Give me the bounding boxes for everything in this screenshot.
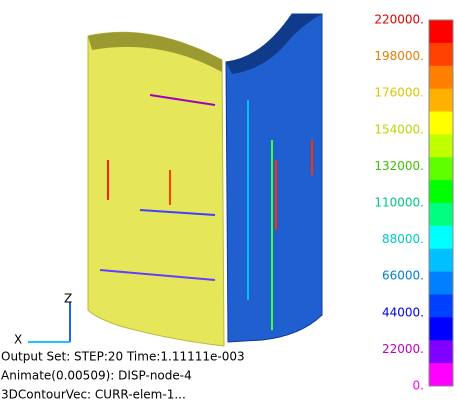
info-text: Output Set: STEP:20 Time:1.11111e-003 Ani…	[1, 350, 245, 402]
legend-label: 22000.	[382, 342, 424, 356]
left-shell-edge	[88, 32, 222, 72]
legend-band	[429, 340, 453, 364]
legend-band	[429, 42, 453, 67]
x-label: X	[14, 333, 22, 347]
legend-band	[429, 134, 453, 158]
legend-band	[429, 363, 453, 387]
right-shell	[225, 13, 323, 343]
info-line: 3DContourVec: CURR-elem-1...	[1, 388, 186, 402]
legend-band	[429, 111, 453, 135]
legend-frame	[428, 19, 454, 387]
info-line: Output Set: STEP:20 Time:1.11111e-003	[1, 350, 245, 364]
legend-band	[429, 20, 453, 44]
legend-label: 110000.	[374, 196, 424, 210]
legend-label: 132000.	[374, 159, 424, 173]
legend-band	[429, 88, 453, 112]
legend-band	[429, 65, 453, 90]
legend-band	[429, 225, 453, 250]
right-shell-edge	[226, 14, 322, 74]
legend-label: 66000.	[382, 269, 424, 283]
legend-band	[429, 294, 453, 318]
legend-label: 176000.	[374, 86, 424, 100]
triad: Z X	[14, 292, 72, 347]
legend-label: 88000.	[382, 232, 424, 246]
model	[87, 13, 323, 347]
info-line: Animate(0.00509): DISP-node-4	[1, 369, 192, 383]
legend-label: 198000.	[374, 49, 424, 63]
legend-label: 0.	[413, 379, 424, 393]
color-legend: 220000. 198000. 176000. 154000. 132000. 11000…	[374, 13, 454, 393]
legend-band	[429, 317, 453, 341]
legend-band	[429, 157, 453, 181]
legend-label: 44000.	[382, 305, 424, 319]
contour-streaks	[99, 94, 313, 330]
legend-label: 154000.	[374, 122, 424, 136]
legend-band	[429, 203, 453, 227]
legend-band	[429, 248, 453, 273]
legend-band	[429, 271, 453, 295]
legend-label: 220000.	[374, 13, 424, 27]
z-label: Z	[64, 292, 72, 306]
legend-band	[429, 180, 453, 204]
